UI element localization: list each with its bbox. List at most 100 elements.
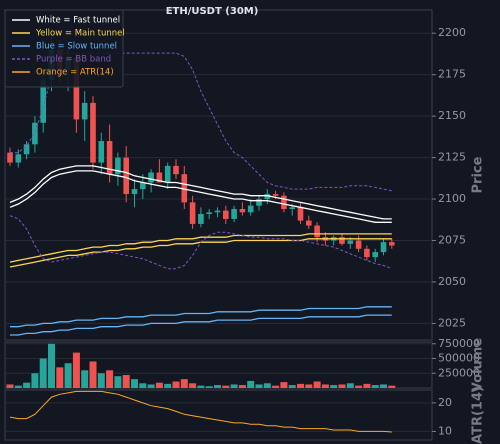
legend-label: Yellow = Main tunnel (35, 29, 125, 39)
candle-body (156, 172, 163, 183)
candle-body (90, 102, 96, 163)
candle-body (164, 165, 171, 183)
volume-bar (164, 383, 172, 388)
candle-body (289, 207, 295, 209)
candle-body (281, 195, 287, 209)
candle-body (239, 208, 246, 213)
band-line (9, 233, 392, 263)
candle-body (7, 152, 13, 163)
legend-label: Orange = ATR(14) (36, 68, 114, 78)
y-tick-label: 10 (438, 424, 452, 437)
volume-bar (380, 384, 387, 388)
volume-bar (23, 382, 31, 388)
volume-bar (81, 370, 89, 388)
chart-title: ETH/USDT (30M) (166, 6, 259, 17)
volume-bar (31, 373, 39, 388)
y-tick-label: 2150 (438, 109, 466, 122)
volume-bar (122, 375, 130, 388)
volume-bar (39, 358, 47, 388)
candle-body (32, 122, 38, 145)
candle-body (339, 237, 345, 244)
candle-body (131, 189, 138, 195)
band-line (10, 306, 392, 328)
y-tick-label: 250000 (438, 366, 480, 379)
candle-body (347, 240, 354, 244)
candle-body (380, 242, 387, 253)
legend-label: White = Fast tunnel (36, 16, 120, 26)
y-tick-label: 2200 (438, 26, 466, 39)
atr-line (9, 390, 392, 433)
band-line (9, 215, 392, 270)
candle-body (23, 144, 30, 155)
candle-body (73, 58, 80, 120)
y-tick-label: 2100 (438, 192, 466, 205)
volume-bar (97, 373, 105, 388)
legend-label: Purple = BB band (36, 55, 111, 65)
candle-body (115, 157, 121, 175)
candle-body (297, 207, 304, 221)
band-line (9, 165, 392, 220)
volume-bar (305, 384, 313, 388)
y-tick-label: 20 (438, 396, 452, 409)
volume-bar (263, 383, 271, 388)
volume-bar (288, 385, 296, 388)
volume-bar (172, 381, 180, 388)
legend-box (4, 9, 124, 88)
y-tick-label: 2125 (438, 151, 466, 164)
volume-bar (48, 343, 55, 388)
volume-bar (214, 385, 221, 388)
volume-bar (313, 381, 321, 388)
volume-bar (371, 385, 379, 388)
volume-bar (255, 384, 263, 388)
y-tick-label: 500000 (438, 352, 480, 365)
candle-body (355, 240, 362, 249)
candle-body (173, 165, 179, 175)
candle-body (264, 194, 271, 200)
volume-bar (6, 384, 14, 388)
candle-body (306, 220, 312, 226)
volume-bar (330, 385, 338, 388)
candle-body (214, 210, 221, 213)
volume-bar (180, 379, 188, 388)
volume-bar (106, 370, 114, 388)
volume-bar (155, 382, 163, 388)
candle-body (206, 212, 212, 214)
candle-body (389, 242, 395, 246)
y-axis-label: Price (471, 156, 486, 193)
candle-body (223, 210, 229, 219)
candle-body (148, 172, 154, 183)
y-tick-label: 2050 (438, 275, 466, 288)
volume-bar (230, 384, 238, 388)
volume-bar (247, 380, 255, 388)
volume-bar (272, 385, 280, 388)
legend: White = Fast tunnel Yellow = Main tunnel B… (4, 9, 125, 88)
candle-body (81, 102, 88, 120)
candle-body (231, 208, 237, 219)
volume-bar (238, 385, 246, 388)
volume-bar (346, 383, 354, 388)
volume-bar (297, 383, 304, 388)
candle-body (106, 141, 113, 175)
volume-bar (205, 386, 213, 388)
candle-body (272, 194, 279, 196)
candle-body (198, 213, 204, 224)
volume-bar (64, 363, 72, 388)
panel-frame (4, 389, 433, 441)
y-tick-label: 2175 (438, 68, 466, 81)
candle-body (181, 174, 188, 203)
candle-body (40, 79, 46, 123)
volume-bar (363, 383, 371, 388)
candle-body (372, 252, 378, 258)
volume-bar (189, 383, 197, 388)
y-axis-label: ATR(14) (471, 386, 486, 444)
candle-body (15, 154, 22, 163)
volume-bar (355, 385, 363, 388)
volume-bar (139, 383, 147, 388)
y-tick-label: 750000 (438, 337, 480, 350)
candle-body (123, 157, 129, 195)
volume-bar (114, 376, 122, 388)
candle-body (247, 205, 254, 213)
volume-bar (280, 382, 288, 388)
volume-bar (14, 385, 22, 388)
